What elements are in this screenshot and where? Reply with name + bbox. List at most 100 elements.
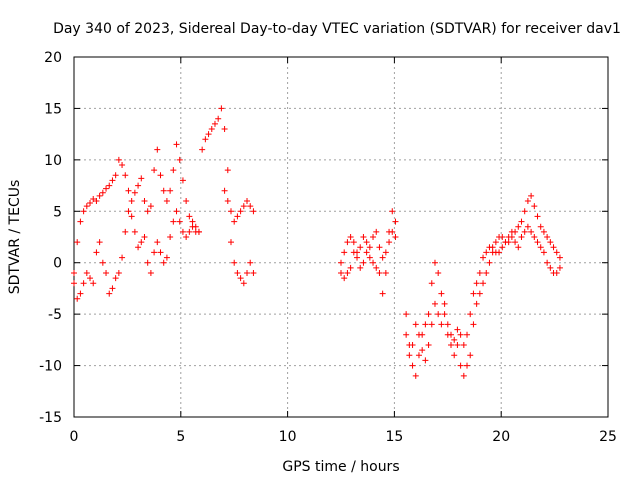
axis-ticks [73, 56, 609, 418]
data-point [438, 290, 445, 297]
data-point [83, 203, 90, 210]
data-point [467, 352, 474, 359]
data-point [208, 126, 215, 132]
data-point [347, 264, 354, 271]
data-point [470, 321, 477, 328]
data-point [131, 228, 138, 235]
y-tick-label: 10 [44, 153, 62, 169]
data-point [409, 342, 416, 348]
data-point [363, 249, 370, 256]
data-point [122, 172, 129, 179]
data-point [128, 213, 135, 220]
data-point [457, 362, 464, 369]
data-point [179, 228, 186, 235]
plot-frame [73, 56, 609, 418]
y-tick-label: -5 [48, 307, 62, 323]
data-point [379, 254, 386, 261]
data-point [435, 311, 442, 318]
data-point [176, 156, 183, 163]
data-point [392, 218, 399, 225]
data-point [135, 244, 142, 251]
data-point [344, 270, 351, 276]
data-point [373, 264, 380, 271]
data-point [454, 342, 461, 348]
data-point [476, 270, 483, 276]
data-point [350, 249, 357, 256]
data-point [231, 218, 238, 225]
data-point [183, 198, 190, 204]
data-point [366, 244, 373, 251]
data-point [425, 342, 432, 348]
data-point [151, 167, 158, 174]
data-point [376, 270, 383, 276]
data-point [247, 203, 254, 210]
data-point [244, 270, 251, 276]
data-point [144, 208, 151, 215]
x-tick-label: 25 [599, 429, 617, 445]
data-point [74, 295, 81, 302]
data-point [556, 254, 563, 261]
data-point [227, 239, 234, 246]
data-point [186, 213, 193, 220]
data-point [553, 270, 560, 276]
data-point [119, 162, 126, 168]
data-point [115, 270, 122, 276]
data-point [221, 126, 228, 132]
data-point [80, 208, 87, 215]
grid [74, 57, 608, 417]
data-point [441, 311, 448, 318]
data-point [409, 362, 416, 369]
data-point [512, 239, 519, 246]
data-points [71, 105, 563, 379]
data-point [77, 290, 84, 297]
data-point [547, 264, 554, 271]
data-point [505, 234, 512, 240]
data-point [163, 198, 170, 204]
data-point [80, 280, 87, 287]
data-point [382, 249, 389, 256]
data-point [412, 372, 419, 379]
data-point [224, 198, 231, 204]
data-point [151, 249, 158, 256]
data-point [524, 223, 531, 230]
data-point [131, 189, 138, 196]
y-axis-label: SDTVAR / TECUs [7, 180, 23, 295]
data-point [435, 270, 442, 276]
data-point [531, 234, 538, 240]
data-point [534, 213, 541, 220]
data-point [109, 177, 116, 184]
x-axis-label: GPS time / hours [282, 459, 399, 475]
data-point [486, 259, 493, 266]
data-point [205, 131, 212, 138]
data-point [357, 244, 364, 251]
data-point [218, 105, 225, 112]
data-point [528, 192, 535, 199]
data-point [451, 352, 458, 359]
data-point [99, 259, 106, 266]
data-point [195, 228, 202, 235]
data-point [240, 280, 247, 287]
data-point [173, 141, 180, 148]
data-point [211, 120, 218, 127]
data-point [419, 347, 426, 354]
data-point [464, 331, 471, 338]
data-point [90, 280, 97, 287]
data-point [87, 275, 94, 282]
data-point [341, 249, 348, 256]
data-point [467, 311, 474, 318]
data-point [157, 249, 164, 256]
data-point [93, 249, 100, 256]
data-point [344, 239, 351, 246]
x-tick-label: 10 [279, 429, 297, 445]
data-point [431, 300, 438, 307]
data-point [96, 192, 103, 199]
data-point [544, 259, 551, 266]
data-point [448, 331, 455, 338]
data-point [483, 249, 490, 256]
data-point [138, 175, 145, 182]
data-point [448, 342, 455, 348]
data-point [173, 208, 180, 215]
data-point [224, 167, 231, 174]
data-point [428, 280, 435, 287]
